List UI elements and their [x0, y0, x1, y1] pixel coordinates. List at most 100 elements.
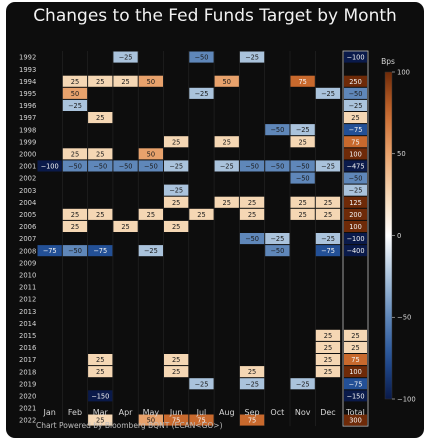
cell-value-label: −50	[144, 162, 158, 170]
heatmap-cell	[62, 220, 88, 232]
total-value-label: 125	[349, 199, 362, 207]
cell-value-label: 25	[71, 223, 79, 231]
total-cell	[344, 51, 367, 63]
row-label: 2014	[19, 320, 36, 328]
heatmap-cell	[239, 196, 265, 208]
cell-value-label: 25	[223, 199, 231, 207]
heatmap-cell	[315, 329, 341, 341]
total-value-label: 300	[349, 417, 362, 425]
row-label: 2022	[19, 417, 36, 425]
total-cell	[344, 378, 367, 390]
row-label: 2003	[19, 187, 36, 195]
row-label: 2007	[19, 235, 36, 243]
cell-value-label: 75	[248, 417, 256, 425]
total-value-label: −100	[346, 54, 364, 62]
cell-value-label: 50	[147, 78, 155, 86]
heatmap-cell	[239, 160, 265, 172]
cell-value-label: 25	[172, 138, 180, 146]
row-label: 1993	[19, 66, 36, 74]
heatmap-cell	[214, 136, 239, 148]
column-label: Sep	[245, 408, 260, 417]
cell-value-label: 25	[324, 332, 332, 340]
cell-value-label: −25	[169, 162, 183, 170]
cell-value-label: 75	[172, 417, 180, 425]
cell-value-label: −25	[119, 54, 133, 62]
heatmap-cell	[290, 196, 315, 208]
heatmap-cell	[88, 354, 113, 366]
row-label: 1999	[19, 138, 36, 146]
heatmap-cell	[113, 160, 138, 172]
heatmap-cell	[290, 160, 315, 172]
column-label: Feb	[68, 408, 82, 417]
total-cell	[344, 136, 367, 148]
heatmap-cell	[164, 366, 189, 378]
cell-value-label: 25	[298, 138, 306, 146]
cell-value-label: 25	[96, 150, 104, 158]
row-label: 2008	[19, 247, 36, 255]
total-value-label: 100	[349, 368, 362, 376]
heatmap-cell	[315, 245, 341, 257]
heatmap-cell	[315, 196, 341, 208]
total-cell	[344, 220, 367, 232]
cell-value-label: −50	[194, 54, 208, 62]
colorbar-tick-label: 0	[397, 232, 401, 240]
total-cell	[344, 124, 367, 136]
total-value-label: −400	[346, 247, 364, 255]
cell-value-label: −25	[321, 162, 335, 170]
heatmap-cell	[164, 414, 189, 426]
cell-value-label: 25	[324, 211, 332, 219]
row-label: 2000	[19, 150, 36, 158]
heatmap-cell	[290, 378, 315, 390]
row-label: 2001	[19, 163, 36, 171]
row-label: 1998	[19, 126, 36, 134]
total-value-label: 25	[351, 344, 359, 352]
cell-value-label: −25	[68, 102, 82, 110]
total-cell	[344, 99, 367, 111]
cell-value-label: 50	[223, 78, 231, 86]
total-value-label: 100	[349, 223, 362, 231]
cell-value-label: −25	[321, 235, 335, 243]
cell-value-label: 25	[147, 211, 155, 219]
cell-value-label: −25	[270, 235, 284, 243]
total-value-label: 200	[349, 211, 362, 219]
cell-value-label: −50	[296, 175, 310, 183]
row-label: 2006	[19, 223, 36, 231]
cell-value-label: 25	[298, 199, 306, 207]
cell-value-label: 25	[324, 356, 332, 364]
cell-value-label: −50	[68, 162, 82, 170]
cell-value-label: −75	[43, 247, 57, 255]
heatmap-cell	[315, 160, 341, 172]
cell-value-label: −25	[169, 187, 183, 195]
total-cell	[344, 87, 367, 99]
cell-value-label: −75	[321, 247, 335, 255]
cell-value-label: 25	[96, 368, 104, 376]
heatmap-cell	[88, 366, 113, 378]
total-cell	[344, 75, 367, 87]
heatmap-cell	[138, 414, 163, 426]
cell-value-label: 25	[71, 78, 79, 86]
cell-value-label: −50	[296, 162, 310, 170]
colorbar-label: Bps	[381, 57, 395, 66]
total-cell	[344, 233, 367, 245]
cell-value-label: −75	[93, 247, 107, 255]
total-cell	[344, 414, 367, 426]
cell-value-label: −50	[270, 162, 284, 170]
colorbar-tick-label: 100	[397, 68, 410, 76]
cell-value-label: 25	[71, 150, 79, 158]
column-label: Jun	[169, 408, 183, 417]
row-label: 1995	[19, 90, 36, 98]
heatmap-cell	[62, 75, 88, 87]
heatmap-cell	[189, 208, 214, 220]
heatmap-cell	[189, 51, 214, 63]
cell-value-label: 25	[248, 199, 256, 207]
total-value-label: 75	[351, 138, 359, 146]
cell-value-label: 25	[96, 211, 104, 219]
cell-value-label: 25	[172, 199, 180, 207]
heatmap-cell	[290, 136, 315, 148]
row-label: 1997	[19, 114, 36, 122]
cell-value-label: −100	[41, 162, 59, 170]
heatmap-cell	[239, 51, 265, 63]
heatmap-cell	[113, 220, 138, 232]
row-label: 2018	[19, 368, 36, 376]
